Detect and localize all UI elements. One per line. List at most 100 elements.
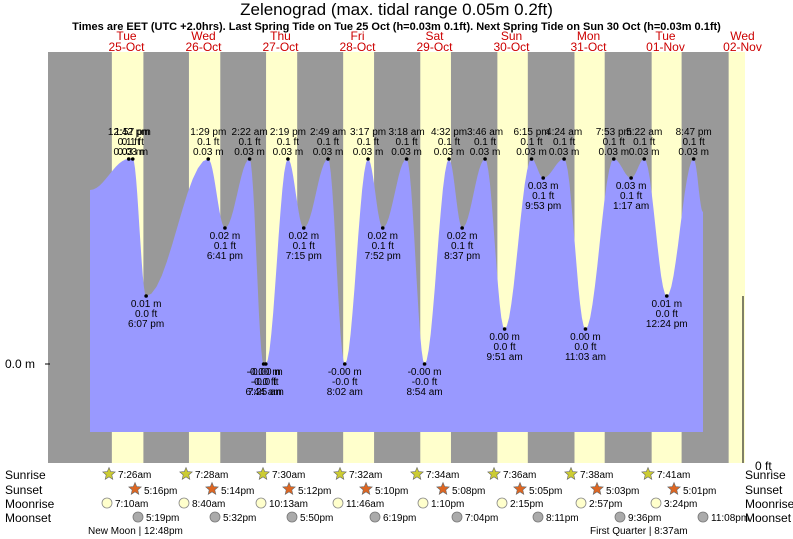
tide-point [301,226,306,230]
right-axis-zero-label: 0 ft [755,459,772,473]
sunset-icon [128,481,142,495]
tide-height-m-label: 0.03 m [549,147,580,158]
moonrise-icon [332,497,344,509]
sunrise-icon [410,466,424,480]
tide-time-label: 7:25 am [248,387,284,398]
tide-height-ft-label: 0.1 ft [118,137,140,148]
tide-time-label: 9:51 am [487,352,523,363]
chart-subtitle: Times are EET (UTC +2.0hrs). Last Spring… [72,21,721,33]
moonrise-time: 7:10am [115,499,148,510]
sunrise-icon [102,466,116,480]
tide-event: 4:24 am0.1 ft0.03 m [546,127,582,161]
tide-event: 4:32 pm0.1 ft0.03 m [431,127,467,161]
tide-height-m-label: 0.03 m [391,147,422,158]
moonset-time: 5:19pm [146,513,179,524]
tide-point [206,157,211,161]
tide-time-label: 3:18 am [389,127,425,138]
almanac-row-label-right: Sunrise [745,468,786,482]
moonset-icon [286,511,298,523]
tide-point [263,362,268,366]
tide-time-label: 2:49 am [310,127,346,138]
moonset-icon [451,511,463,523]
tide-point [611,157,616,161]
day-name-label: Tue [116,29,137,43]
almanac-row-label-right: Sunset [745,483,783,497]
tide-event: 3:46 am0.1 ft0.03 m [467,127,503,161]
tide-point [583,327,588,331]
tide-event: 0.03 m0.1 ft1:17 am [613,176,649,212]
moonset-time: 11:08pm [711,513,749,524]
tide-point [447,157,451,161]
tide-height-m-label: 0.03 m [313,147,344,158]
day-name-label: Sat [425,29,444,43]
tide-height-ft-label: 0.1 ft [620,191,642,202]
tide-height-ft-label: 0.0 ft [574,342,596,353]
moonrise-icon [496,497,508,509]
tide-time-label: 3:46 am [467,127,503,138]
moonset-time: 9:36pm [628,513,661,524]
tide-height-ft-label: -0.0 ft [412,377,438,388]
tide-height-m-label: -0.00 m [408,367,442,378]
day-date-label: 30-Oct [493,40,530,54]
moonrise-icon [417,497,429,509]
y-axis-zero-label: 0.0 m [5,357,35,371]
sunset-icon [667,481,681,495]
tide-event: 2:49 am0.1 ft0.03 m [310,127,346,161]
tide-height-m-label: 0.03 m [470,147,501,158]
tide-height-m-label: 0.03 m [616,181,647,192]
tide-height-m-label: 0.03 m [193,147,224,158]
sunset-time: 5:16pm [144,486,177,497]
tide-event: 1:29 pm0.1 ft0.03 m [190,127,226,161]
tide-height-m-label: 0.03 m [678,147,709,158]
tide-point [342,362,347,366]
sunset-icon [359,481,373,495]
tide-point [541,176,546,180]
day-name-label: Sun [501,29,522,43]
moonrise-time: 11:46am [346,499,384,510]
tide-height-ft-label: 0.0 ft [493,342,515,353]
tide-event: 0.00 m0.0 ft9:51 am [487,327,523,363]
sunrise-time: 7:36am [503,470,536,481]
day-date-label: 25-Oct [108,40,145,54]
tide-time-label: 6:41 pm [207,251,243,262]
day-name-label: Wed [191,29,215,43]
tide-point [629,176,633,180]
tide-height-m-label: 0.02 m [210,231,241,242]
tide-height-ft-label: 0.1 ft [532,191,554,202]
tide-time-label: 6:07 pm [128,319,164,330]
sunrise-icon [487,466,501,480]
tide-point [691,157,696,161]
sunrise-time: 7:34am [426,470,459,481]
tide-event: 5:22 am0.1 ft0.03 m [626,127,662,161]
tide-height-m-label: 0.03 m [117,147,148,158]
tide-point [642,157,647,161]
sunset-time: 5:12pm [298,486,331,497]
tide-point [529,157,534,161]
moonrise-time: 1:10pm [431,499,464,510]
tide-time-label: 11:03 am [565,352,606,363]
tide-height-m-label: 0.02 m [288,231,319,242]
almanac-row-label-left: Sunset [5,483,43,497]
moonset-icon [369,511,381,523]
moonrise-icon [650,497,662,509]
tide-time-label: 6:44 am [246,387,282,398]
tide-event: 0.03 m0.1 ft9:53 pm [525,176,561,212]
tide-height-m-label: -0.00 m [328,367,362,378]
tide-time-label: 12:42 pm [108,127,150,138]
tide-time-label: 8:02 am [327,387,363,398]
sunset-time: 5:05pm [529,486,562,497]
tide-point [380,226,385,230]
sunrise-icon [641,466,655,480]
tide-height-ft-label: 0.1 ft [474,137,496,148]
tide-height-ft-label: -0.0 ft [253,377,279,388]
sunset-time: 5:14pm [221,486,254,497]
tide-height-ft-label: 0.1 ft [317,137,339,148]
tide-time-label: 12:24 pm [646,319,688,330]
tide-event: 2:22 am0.1 ft0.03 m [232,127,268,161]
moonrise-time: 2:15pm [510,499,543,510]
tide-height-m-label: 0.01 m [131,299,162,310]
day-headers: Tue25-OctWed26-OctThu27-OctFri28-OctSat2… [108,29,761,54]
tide-event: -0.00 m-0.0 ft8:02 am [327,362,363,398]
tide-height-m-label: 0.03 m [516,147,547,158]
tide-height-m-label: 0.02 m [447,231,478,242]
